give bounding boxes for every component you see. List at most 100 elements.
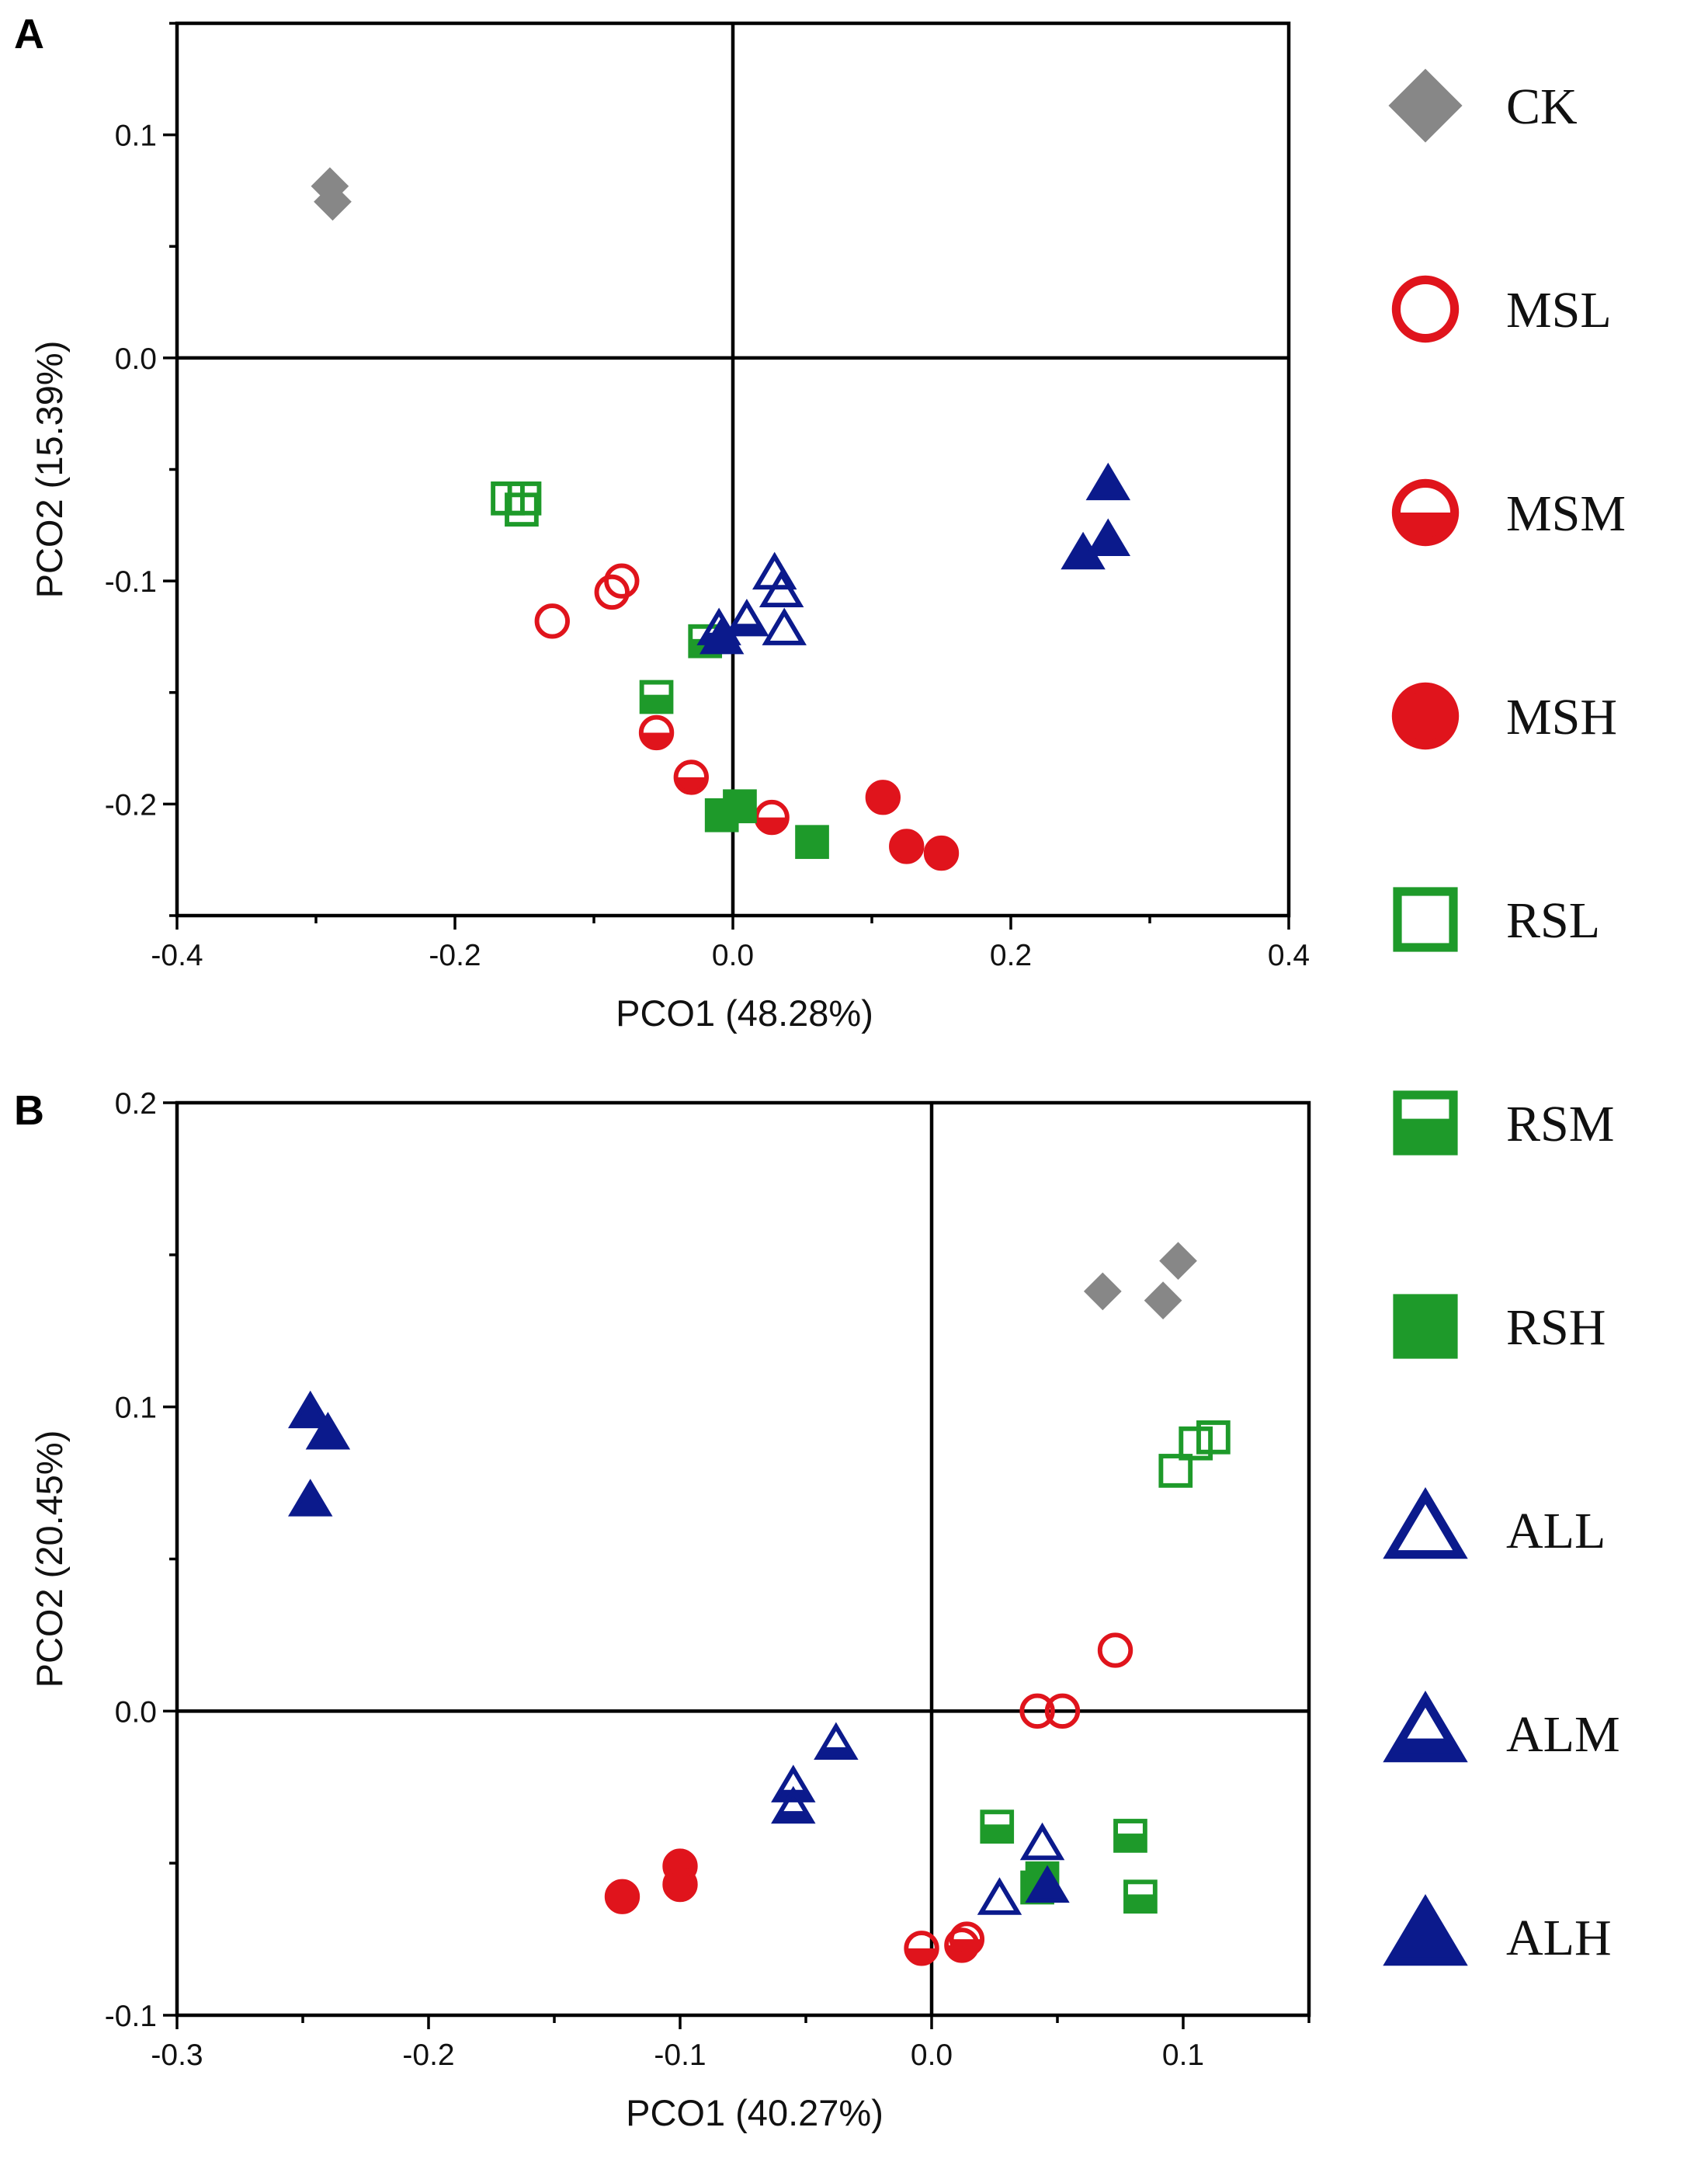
legend-marker-RSL <box>1393 887 1458 952</box>
legend-label-ALL: ALL <box>1506 1503 1606 1559</box>
legend-marker-MSH <box>1391 682 1460 750</box>
point-ALM <box>771 1764 816 1802</box>
legend-label-MSH: MSH <box>1506 689 1617 746</box>
point-ALH <box>287 1390 333 1429</box>
point-RSL <box>505 492 539 527</box>
series-RSL <box>1158 1420 1231 1488</box>
x-tick-label: 0.1 <box>1162 2039 1204 2072</box>
legend-label-MSM: MSM <box>1506 485 1626 542</box>
y-tick-label: 0.2 <box>115 1087 157 1121</box>
point-CK <box>1083 1272 1122 1311</box>
point-RSH <box>795 825 829 860</box>
x-axis-title: PCO1 (48.28%) <box>616 992 873 1034</box>
series-ALM <box>771 1722 859 1824</box>
point-MSL <box>534 603 570 639</box>
legend-item-ALL: ALL <box>1383 1487 1606 1559</box>
y-tick-label: -0.2 <box>105 788 157 822</box>
point-RSM <box>1113 1819 1147 1853</box>
point-RSL <box>1179 1426 1213 1461</box>
point-CK <box>314 182 352 221</box>
x-tick-label: 0.0 <box>712 939 754 972</box>
point-MSM <box>904 1931 939 1966</box>
point-ALM <box>724 598 769 637</box>
y-axis-title: PCO2 (20.45%) <box>29 1430 70 1688</box>
point-RSL <box>1196 1420 1231 1455</box>
point-RSM <box>1123 1879 1158 1914</box>
series-MSH <box>604 1848 698 1914</box>
point-ALL <box>759 569 804 608</box>
legend-item-RSL: RSL <box>1393 887 1600 952</box>
legend-marker-MSL <box>1391 275 1460 343</box>
legend-marker-ALL <box>1383 1487 1468 1559</box>
series-RSH <box>704 789 829 860</box>
x-tick-label: -0.1 <box>654 2039 706 2072</box>
point-ALH <box>1085 518 1131 556</box>
series-RSM <box>980 1809 1158 1914</box>
point-MSH <box>865 780 901 815</box>
legend-label-RSM: RSM <box>1506 1096 1614 1152</box>
point-ALH <box>287 1479 333 1517</box>
point-CK <box>1144 1281 1182 1319</box>
y-tick-label: 0.0 <box>115 1695 157 1729</box>
legend-marker-RSM <box>1393 1090 1458 1156</box>
series-MSM <box>638 714 790 836</box>
panel-label: A <box>14 11 44 57</box>
y-tick-label: -0.1 <box>105 565 157 599</box>
point-MSL <box>1019 1693 1055 1729</box>
x-tick-label: -0.2 <box>429 939 481 972</box>
series-CK <box>311 167 352 221</box>
y-tick-label: -0.1 <box>105 2000 157 2033</box>
legend-label-ALH: ALH <box>1506 1910 1612 1966</box>
panel-label: B <box>14 1087 44 1134</box>
x-tick-label: 0.4 <box>1268 939 1310 972</box>
point-RSH <box>723 789 757 824</box>
point-RSL <box>507 481 542 516</box>
legend-marker-ALH <box>1383 1894 1468 1966</box>
legend-item-MSM: MSM <box>1391 478 1626 547</box>
point-ALH <box>1025 1865 1070 1903</box>
legend-label-RSL: RSL <box>1506 892 1600 949</box>
point-MSM <box>949 1921 985 1957</box>
y-tick-label: 0.1 <box>115 1392 157 1425</box>
legend-label-ALM: ALM <box>1506 1706 1620 1763</box>
series-ALH <box>287 1390 1070 1903</box>
point-MSH <box>923 835 960 871</box>
legend: CK MSL MSM MSH RSL RSM RSH ALL ALM ALH <box>1383 68 1626 1966</box>
point-MSM <box>638 714 675 751</box>
point-RSL <box>1158 1454 1193 1488</box>
panel-B: B -0.3 -0.2 -0.1 0.0 0.1 -0.1 0.0 0.1 0.2 PCO1 (40… <box>14 1087 1311 2133</box>
y-axis-title: PCO2 (15.39%) <box>29 341 70 599</box>
point-ALL <box>1019 1822 1065 1861</box>
point-RSM <box>980 1809 1015 1844</box>
point-MSL <box>594 574 630 610</box>
point-MSM <box>754 799 790 836</box>
series-RSL <box>491 481 542 527</box>
series-ALL <box>977 1822 1065 1915</box>
point-ALH <box>1085 462 1131 501</box>
point-ALM <box>771 1785 816 1824</box>
legend-item-MSH: MSH <box>1391 682 1617 750</box>
legend-item-ALH: ALH <box>1383 1894 1612 1966</box>
legend-item-RSM: RSM <box>1393 1090 1614 1156</box>
legend-item-ALM: ALM <box>1383 1691 1620 1763</box>
x-tick-label: -0.2 <box>402 2039 454 2072</box>
y-tick-label: 0.1 <box>115 120 157 153</box>
point-CK <box>1159 1242 1197 1281</box>
legend-label-CK: CK <box>1506 78 1578 135</box>
legend-marker-CK <box>1388 68 1463 143</box>
x-tick-label: -0.4 <box>151 939 203 972</box>
point-ALL <box>762 607 807 645</box>
point-MSL <box>604 563 640 599</box>
point-MSH <box>889 829 925 864</box>
series-MSH <box>865 780 960 871</box>
point-MSL <box>1044 1693 1081 1729</box>
x-tick-label: 0.2 <box>990 939 1032 972</box>
point-ALL <box>977 1877 1022 1915</box>
point-MSL <box>1097 1632 1133 1668</box>
legend-label-MSL: MSL <box>1506 282 1612 339</box>
legend-label-RSH: RSH <box>1506 1299 1606 1356</box>
legend-item-CK: CK <box>1388 68 1578 143</box>
legend-marker-RSH <box>1393 1294 1458 1359</box>
legend-item-MSL: MSL <box>1391 275 1612 343</box>
